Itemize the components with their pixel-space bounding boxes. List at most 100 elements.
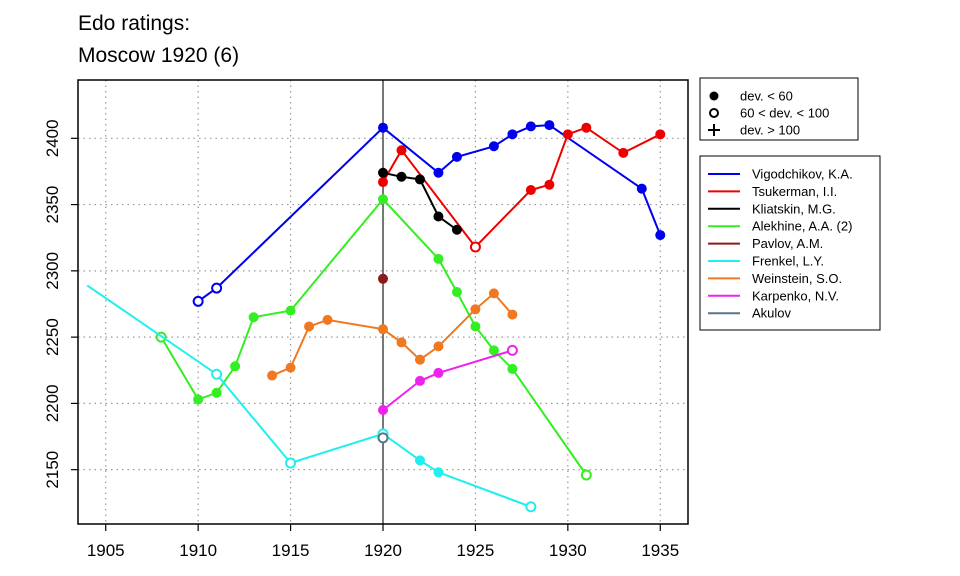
data-point: [470, 321, 481, 332]
data-point: [433, 253, 444, 264]
filled-circle-icon: [709, 91, 719, 101]
data-point: [507, 363, 518, 374]
data-point: [285, 362, 296, 373]
legend-entry: Frenkel, L.Y.: [752, 254, 824, 269]
data-point: [193, 394, 204, 405]
legend-entry: Pavlov, A.M.: [752, 236, 823, 251]
marker-legend-label: dev. < 60: [740, 89, 793, 104]
data-point: [433, 467, 444, 478]
legend-entry: Weinstein, S.O.: [752, 271, 842, 286]
x-tick-label: 1905: [87, 541, 125, 560]
chart-subtitle: Moscow 1920 (6): [78, 44, 239, 67]
data-point: [451, 224, 462, 235]
data-point: [525, 121, 536, 132]
data-point: [470, 304, 481, 315]
data-point: [211, 387, 222, 398]
legend-entry: Karpenko, N.V.: [752, 288, 839, 303]
series-4: [378, 273, 388, 284]
data-point: [378, 167, 388, 178]
x-tick-label: 1930: [549, 541, 587, 560]
series-7: [378, 344, 518, 416]
series-line: [160, 197, 588, 476]
series-layer: [86, 120, 666, 513]
data-point: [378, 324, 388, 335]
data-point: [580, 469, 592, 481]
data-point: [377, 432, 389, 444]
x-tick-label: 1910: [179, 541, 217, 560]
data-point: [451, 151, 462, 162]
series-3: [155, 194, 592, 481]
data-point: [230, 361, 241, 372]
data-point: [414, 375, 425, 386]
data-point: [414, 174, 425, 185]
data-point: [525, 185, 536, 196]
chart-title: Edo ratings:: [78, 12, 190, 35]
data-point: [506, 344, 518, 356]
series-5: [86, 284, 537, 513]
data-point: [378, 177, 388, 188]
data-point: [378, 405, 388, 416]
legend-entry: Akulov: [752, 306, 792, 321]
data-point: [655, 230, 666, 241]
series-1: [378, 122, 666, 253]
series-line: [86, 284, 532, 508]
data-point: [562, 129, 573, 140]
data-point: [396, 171, 407, 182]
axes: 1905 1910 1915 1920 1925 1930 1935 2150 2200 2250…: [43, 119, 679, 560]
data-point: [414, 354, 425, 365]
y-tick-label: 2250: [43, 318, 62, 356]
data-point: [396, 145, 407, 156]
y-tick-label: 2150: [43, 451, 62, 489]
data-point: [581, 122, 592, 133]
y-tick-label: 2200: [43, 384, 62, 422]
x-tick-label: 1920: [364, 541, 402, 560]
legend-entry: Kliatskin, M.G.: [752, 201, 836, 216]
data-point: [192, 295, 204, 307]
y-tick-label: 2300: [43, 252, 62, 290]
data-point: [378, 122, 388, 133]
data-point: [469, 241, 481, 253]
series-line: [382, 349, 513, 411]
data-point: [488, 288, 499, 299]
marker-legend-label: 60 < dev. < 100: [740, 106, 829, 121]
series-legend: Vigodchikov, K.A. Tsukerman, I.I. Kliatski…: [699, 155, 881, 331]
data-point: [267, 370, 278, 381]
data-point: [451, 287, 462, 298]
series-line: [197, 124, 662, 303]
data-point: [322, 314, 333, 325]
x-tick-label: 1915: [272, 541, 310, 560]
data-point: [488, 141, 499, 152]
data-point: [433, 367, 444, 378]
data-point: [618, 147, 629, 158]
data-point: [433, 211, 444, 222]
data-point: [211, 368, 223, 380]
data-point: [433, 167, 444, 178]
data-point: [285, 305, 296, 316]
series-6: [267, 288, 518, 381]
data-point: [396, 337, 407, 348]
data-point: [507, 129, 518, 140]
data-point: [414, 455, 425, 466]
data-point: [304, 321, 315, 332]
data-point: [544, 120, 555, 131]
data-point: [378, 273, 388, 284]
series-8: [377, 432, 389, 444]
data-point: [378, 194, 388, 205]
legend-entry: Tsukerman, I.I.: [752, 184, 837, 199]
data-point: [507, 309, 518, 320]
open-circle-icon: [709, 108, 719, 118]
data-point: [488, 345, 499, 356]
data-point: [544, 179, 555, 190]
y-tick-label: 2350: [43, 186, 62, 224]
marker-legend-label: dev. > 100: [740, 123, 800, 138]
series-0: [192, 120, 666, 307]
marker-legend-box: [699, 77, 859, 141]
data-point: [636, 183, 647, 194]
y-tick-label: 2400: [43, 119, 62, 157]
x-tick-label: 1925: [457, 541, 495, 560]
data-point: [211, 282, 223, 294]
legend-entry: Vigodchikov, K.A.: [752, 167, 853, 182]
data-point: [525, 501, 537, 513]
data-point: [655, 129, 666, 140]
